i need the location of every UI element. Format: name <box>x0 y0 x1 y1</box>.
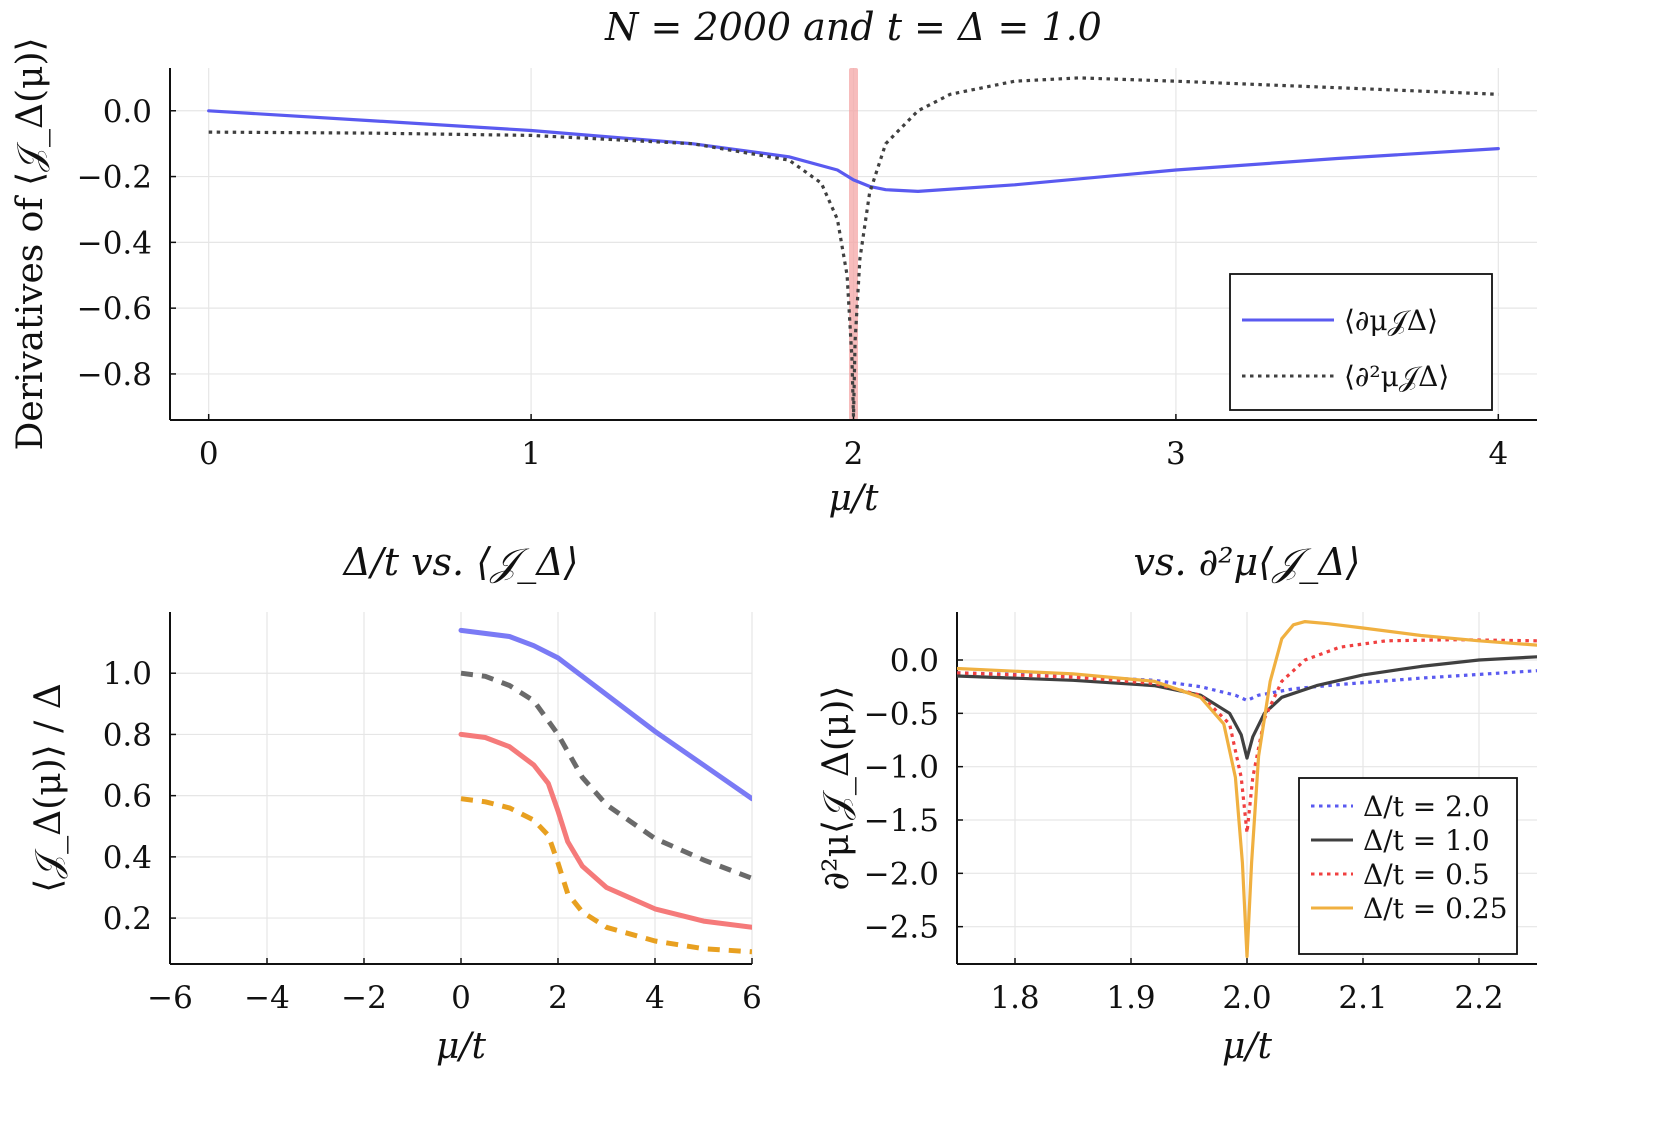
chart-top-derivatives: 0 1 2 3 4 0.0 −0.2 −0.4 −0.6 −0.8 N = 2000 and t =… <box>10 5 1537 519</box>
series-line-4 <box>957 619 1537 959</box>
x-axis-label: μ/t <box>436 1026 487 1067</box>
x-tick-label: 2.0 <box>1222 980 1271 1016</box>
y-tick-label: −2.5 <box>864 910 939 946</box>
x-tick-label: 2 <box>844 436 864 472</box>
legend-label: ⟨∂²μ𝒥Δ⟩ <box>1344 360 1449 393</box>
x-tick-label: −6 <box>147 980 193 1016</box>
chart-title: Δ/t vs. ⟨𝒥_Δ⟩ <box>341 540 578 585</box>
legend-label: Δ/t = 0.25 <box>1363 892 1508 925</box>
y-tick-label: 1.0 <box>103 656 152 692</box>
x-tick-label: 0 <box>199 436 219 472</box>
x-tick-label: 1.8 <box>990 980 1039 1016</box>
x-tick-label: 1.9 <box>1106 980 1155 1016</box>
y-tick-label: −0.8 <box>77 357 152 393</box>
y-tick-label: −0.2 <box>77 160 152 196</box>
y-tick-label: 0.8 <box>103 717 152 753</box>
series-line-3 <box>458 731 752 930</box>
x-tick-label: 0 <box>451 980 471 1016</box>
series-line-4 <box>460 796 752 955</box>
chart-bottom-right-second-derivative: 1.8 1.9 2.0 2.1 2.2 0.0 −0.5 −1.0 −1.5 −2.0 −2.5 vs… <box>816 540 1537 1067</box>
y-tick-label: −1.5 <box>864 803 939 839</box>
y-tick-label: 0.4 <box>103 840 152 876</box>
legend: ⟨∂μ𝒥Δ⟩ ⟨∂²μ𝒥Δ⟩ <box>1229 273 1493 411</box>
legend-label: Δ/t = 1.0 <box>1363 824 1490 857</box>
x-tick-label: −4 <box>244 980 290 1016</box>
y-tick-label: 0.2 <box>103 901 152 937</box>
x-tick-label: 2 <box>548 980 568 1016</box>
y-tick-label: −0.5 <box>864 696 939 732</box>
chart-title: vs. ∂²μ⟨𝒥_Δ⟩ <box>1133 540 1360 585</box>
series-line-1 <box>207 109 1500 193</box>
legend-box <box>1229 273 1493 411</box>
x-tick-label: 1 <box>521 436 541 472</box>
y-axis-label: Derivatives of ⟨𝒥_Δ(μ)⟩ <box>10 37 51 450</box>
y-tick-label: −0.6 <box>77 291 152 327</box>
y-axis-label: ∂²μ⟨𝒥_Δ(μ)⟩ <box>816 686 857 891</box>
y-tick-label: −0.4 <box>77 225 152 261</box>
legend: Δ/t = 2.0Δ/t = 1.0Δ/t = 0.5Δ/t = 0.25 <box>1298 777 1518 955</box>
x-axis-label: μ/t <box>829 478 880 519</box>
x-tick-label: 2.2 <box>1454 980 1503 1016</box>
chart-bottom-left-ratio: −6 −4 −2 0 2 4 6 0.2 0.4 0.6 0.8 1.0 Δ/t vs. ⟨𝒥_Δ⟩ μ/… <box>28 540 762 1067</box>
series-line-2 <box>957 655 1537 760</box>
series-line-2 <box>460 670 752 881</box>
y-axis-label: ⟨𝒥_Δ(μ)⟩ / Δ <box>28 683 69 892</box>
x-axis-label: μ/t <box>1222 1026 1273 1067</box>
legend-label: Δ/t = 2.0 <box>1363 790 1490 823</box>
legend-label: Δ/t = 0.5 <box>1363 858 1490 891</box>
y-tick-label: 0.0 <box>103 94 152 130</box>
x-tick-label: 6 <box>742 980 762 1016</box>
x-tick-label: 4 <box>645 980 665 1016</box>
x-tick-label: 4 <box>1488 436 1508 472</box>
legend-label: ⟨∂μ𝒥Δ⟩ <box>1344 304 1438 337</box>
y-tick-label: −1.0 <box>864 750 939 786</box>
y-tick-label: 0.6 <box>103 779 152 815</box>
x-tick-label: −2 <box>341 980 387 1016</box>
series-line-1 <box>458 627 752 802</box>
y-tick-label: −2.0 <box>864 856 939 892</box>
chart-title: N = 2000 and t = Δ = 1.0 <box>604 5 1102 49</box>
x-tick-label: 3 <box>1166 436 1186 472</box>
x-tick-label: 2.1 <box>1338 980 1387 1016</box>
y-tick-label: 0.0 <box>890 643 939 679</box>
